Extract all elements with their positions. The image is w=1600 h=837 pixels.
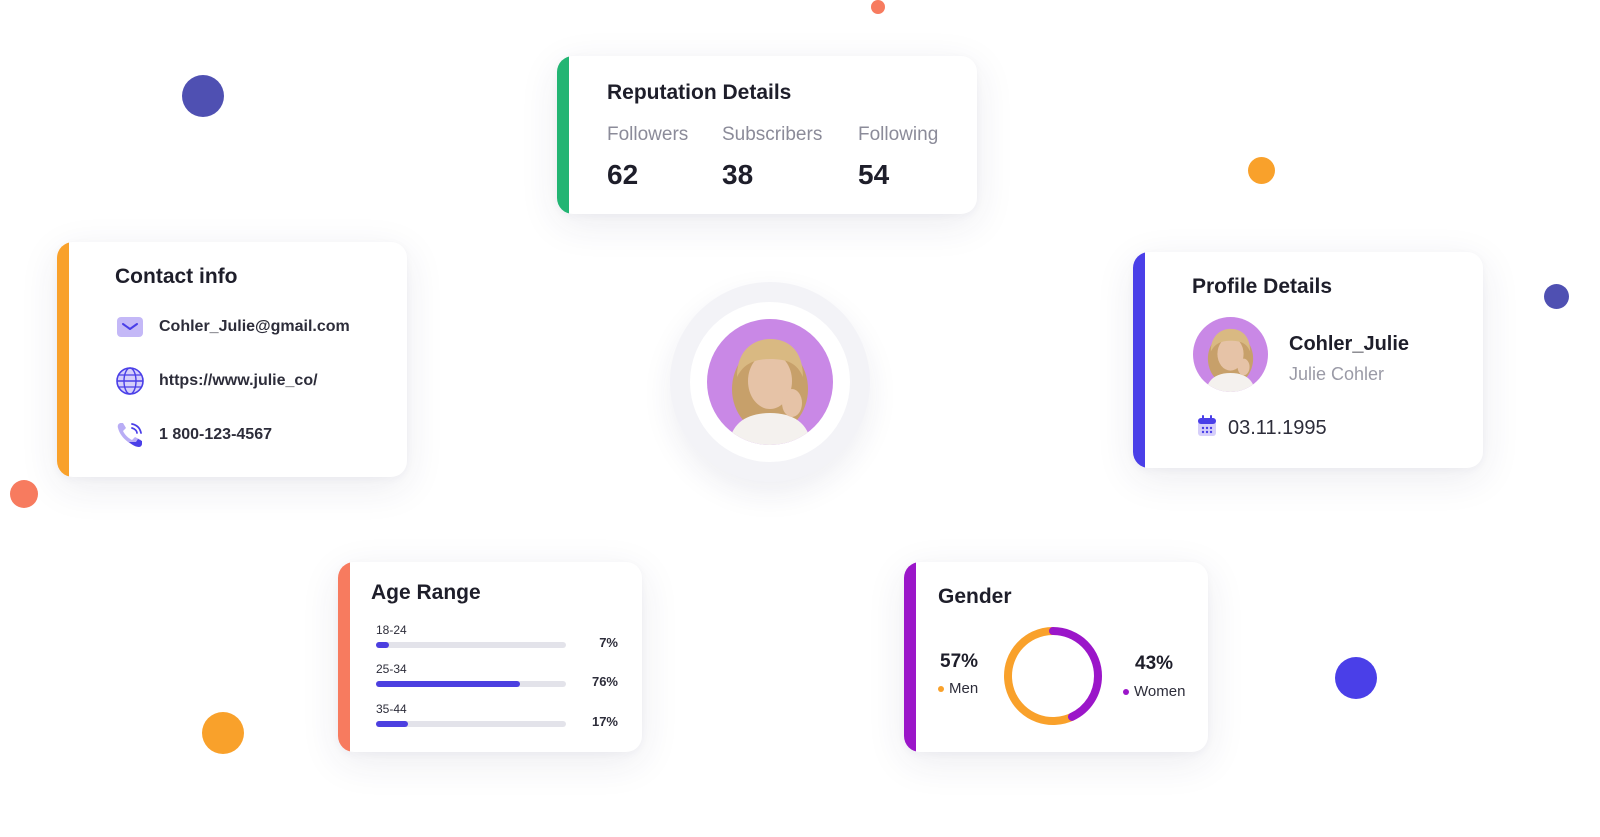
profile-username: Cohler_Julie (1289, 333, 1410, 355)
stat-label: Following (858, 124, 939, 145)
stat-label: Subscribers (722, 124, 823, 145)
reputation-title: Reputation Details (607, 81, 792, 104)
card-accent (557, 56, 569, 214)
stat-value: 54 (858, 159, 890, 190)
age-range-percent: 76% (591, 674, 618, 689)
card-accent (338, 562, 350, 752)
men-label: Men (949, 680, 979, 697)
donut-men-arc (1004, 627, 1102, 725)
gender-donut (1004, 627, 1102, 725)
stat-label: Followers (607, 124, 689, 145)
women-legend: Women (1123, 683, 1185, 700)
decorative-dot (871, 0, 885, 14)
age-range-fill (376, 681, 521, 687)
gender-card: Gender 57% Men 43% Women (904, 562, 1208, 752)
age-range-label: 18-24 (376, 623, 407, 637)
card-accent (1133, 252, 1145, 468)
profile-title: Profile Details (1192, 275, 1333, 298)
decorative-dot (1544, 284, 1569, 309)
decorative-dot (1335, 657, 1377, 699)
contact-phone[interactable]: 1 800-123-4567 (115, 420, 272, 450)
age-range-label: 35-44 (376, 702, 407, 716)
age-range-track (376, 721, 566, 727)
women-legend-dot (1123, 688, 1129, 695)
age-title: Age Range (371, 581, 481, 604)
avatar-ring-inner (690, 302, 850, 462)
women-label: Women (1134, 683, 1186, 700)
card-accent (904, 562, 916, 752)
contact-email[interactable]: Cohler_Julie@gmail.com (115, 312, 350, 342)
avatar-ring (670, 282, 870, 482)
phone-text[interactable]: 1 800-123-4567 (159, 426, 272, 443)
contact-title: Contact info (115, 265, 238, 288)
profile-birthdate: 03.11.1995 (1228, 417, 1327, 439)
phone-icon (115, 420, 145, 450)
age-range-percent: 17% (591, 714, 618, 729)
stat-subscribers: Subscribers 38 (722, 124, 822, 191)
stat-following: Following 54 (858, 124, 938, 191)
age-card: Age Range 18-24 7% 25-34 76% 35-44 17% (338, 562, 642, 752)
decorative-dot (10, 480, 38, 508)
decorative-dot (182, 75, 224, 117)
profile-fullname: Julie Cohler (1289, 364, 1385, 384)
stat-value: 38 (722, 159, 754, 190)
email-text[interactable]: Cohler_Julie@gmail.com (159, 318, 350, 335)
mail-icon (115, 312, 145, 342)
age-range-row: 18-24 7% (376, 623, 618, 650)
donut-women-arc (1004, 627, 1102, 725)
age-range-row: 25-34 76% (376, 662, 618, 689)
website-text[interactable]: https://www.julie_co/ (159, 372, 318, 389)
contact-card: Contact info Cohler_Julie@gmail.com http… (57, 242, 407, 477)
women-percent: 43% (1135, 653, 1174, 674)
globe-icon (115, 366, 145, 396)
age-range-fill (376, 642, 390, 648)
age-range-percent: 7% (599, 635, 618, 650)
decorative-dot (1248, 157, 1275, 184)
age-range-label: 25-34 (376, 662, 407, 676)
age-range-fill (376, 721, 409, 727)
card-accent (57, 242, 69, 477)
age-range-row: 35-44 17% (376, 702, 618, 729)
calendar-icon (1197, 415, 1217, 442)
men-legend: Men (938, 680, 978, 697)
stat-followers: Followers 62 (607, 124, 688, 191)
gender-title: Gender (938, 585, 1012, 608)
decorative-dot (202, 712, 244, 754)
profile-card: Profile Details Cohler_Julie Julie Cohle… (1133, 252, 1483, 468)
reputation-card: Reputation Details Followers 62 Subscrib… (557, 56, 977, 214)
men-percent: 57% (940, 651, 979, 672)
age-range-track (376, 642, 566, 648)
stat-value: 62 (607, 159, 639, 190)
avatar[interactable] (707, 319, 833, 445)
profile-avatar[interactable] (1193, 317, 1268, 392)
men-legend-dot (938, 685, 944, 692)
age-range-track (376, 681, 566, 687)
contact-website[interactable]: https://www.julie_co/ (115, 366, 318, 396)
